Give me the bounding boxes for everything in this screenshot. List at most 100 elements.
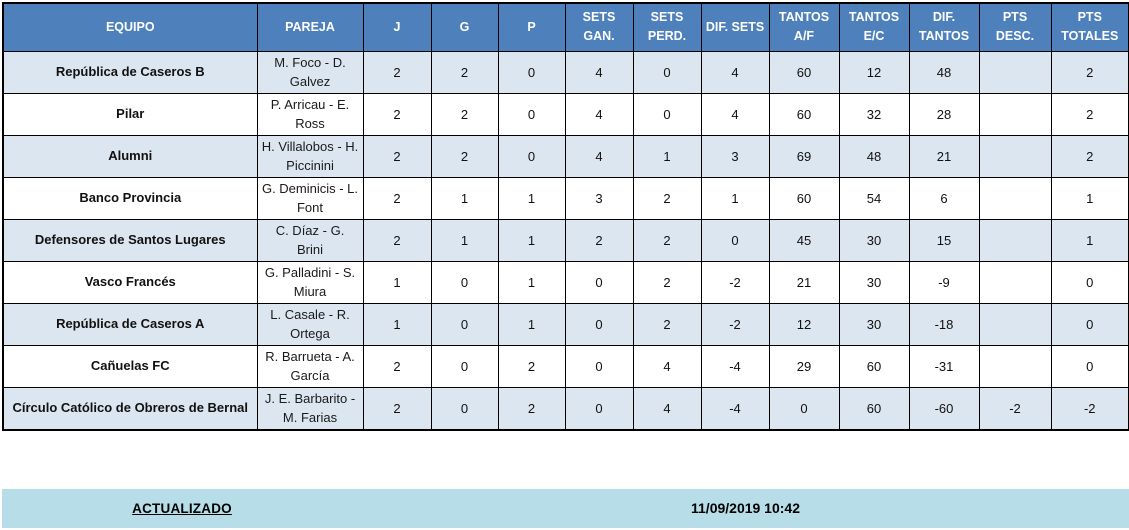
cell-sets-gan: 3 bbox=[564, 176, 634, 220]
table-row: Cañuelas FC R. Barrueta - A. García 2 0 … bbox=[2, 344, 1129, 388]
cell-dif-sets: 4 bbox=[700, 50, 770, 94]
column-header-pts-desc: PTS DESC. bbox=[978, 2, 1052, 52]
column-header-sets-gan: SETS GAN. bbox=[564, 2, 634, 52]
cell-p: 1 bbox=[497, 176, 566, 220]
update-status-bar: ACTUALIZADO 11/09/2019 10:42 bbox=[2, 489, 1129, 528]
cell-dif-sets: -2 bbox=[700, 260, 770, 304]
cell-tantos-ec: 54 bbox=[838, 176, 910, 220]
cell-pareja: P. Arricau - E. Ross bbox=[256, 92, 364, 136]
cell-equipo: República de Caseros A bbox=[2, 302, 258, 346]
standings-table: EQUIPO PAREJA J G P SETS GAN. SETS PERD.… bbox=[2, 2, 1129, 431]
cell-j: 2 bbox=[362, 92, 432, 136]
cell-equipo: Cañuelas FC bbox=[2, 344, 258, 388]
cell-pts-totales: 1 bbox=[1050, 218, 1129, 262]
cell-sets-gan: 0 bbox=[564, 302, 634, 346]
cell-g: 1 bbox=[430, 176, 499, 220]
cell-dif-sets: 1 bbox=[700, 176, 770, 220]
table-row: Alumni H. Villalobos - H. Piccinini 2 2 … bbox=[2, 134, 1129, 178]
cell-pts-totales: 0 bbox=[1050, 344, 1129, 388]
column-header-p: P bbox=[497, 2, 566, 52]
cell-sets-gan: 0 bbox=[564, 344, 634, 388]
cell-pts-totales: 0 bbox=[1050, 260, 1129, 304]
cell-equipo: Alumni bbox=[2, 134, 258, 178]
cell-g: 0 bbox=[430, 344, 499, 388]
cell-sets-perd: 2 bbox=[632, 176, 702, 220]
cell-j: 1 bbox=[362, 302, 432, 346]
table-header: EQUIPO PAREJA J G P SETS GAN. SETS PERD.… bbox=[2, 2, 1129, 52]
cell-tantos-ec: 48 bbox=[838, 134, 910, 178]
column-header-pts-totales: PTS TOTALES bbox=[1050, 2, 1129, 52]
cell-tantos-af: 45 bbox=[768, 218, 840, 262]
cell-dif-sets: 3 bbox=[700, 134, 770, 178]
cell-pareja: G. Palladini - S. Miura bbox=[256, 260, 364, 304]
cell-j: 1 bbox=[362, 260, 432, 304]
cell-p: 0 bbox=[497, 134, 566, 178]
cell-sets-gan: 2 bbox=[564, 218, 634, 262]
cell-pts-totales: 1 bbox=[1050, 176, 1129, 220]
cell-g: 0 bbox=[430, 302, 499, 346]
column-header-tantos-ec: TANTOS E/C bbox=[838, 2, 910, 52]
table-row: Banco Provincia G. Deminicis - L. Font 2… bbox=[2, 176, 1129, 220]
cell-tantos-ec: 32 bbox=[838, 92, 910, 136]
cell-tantos-af: 60 bbox=[768, 50, 840, 94]
cell-p: 0 bbox=[497, 92, 566, 136]
cell-equipo: República de Caseros B bbox=[2, 50, 258, 94]
cell-sets-perd: 4 bbox=[632, 344, 702, 388]
cell-tantos-ec: 60 bbox=[838, 386, 910, 430]
table-body: República de Caseros B M. Foco - D. Galv… bbox=[2, 50, 1129, 430]
cell-p: 1 bbox=[497, 218, 566, 262]
cell-sets-gan: 0 bbox=[564, 386, 634, 430]
table-row: Vasco Francés G. Palladini - S. Miura 1 … bbox=[2, 260, 1129, 304]
update-label-cell: ACTUALIZADO bbox=[2, 500, 362, 518]
cell-pts-desc bbox=[978, 344, 1052, 388]
cell-pareja: G. Deminicis - L. Font bbox=[256, 176, 364, 220]
cell-pts-desc bbox=[978, 260, 1052, 304]
table-row: Círculo Católico de Obreros de Bernal J.… bbox=[2, 386, 1129, 430]
cell-p: 1 bbox=[497, 260, 566, 304]
cell-dif-tantos: 28 bbox=[908, 92, 980, 136]
cell-j: 2 bbox=[362, 134, 432, 178]
cell-j: 2 bbox=[362, 218, 432, 262]
cell-dif-tantos: -31 bbox=[908, 344, 980, 388]
column-header-j: J bbox=[362, 2, 432, 52]
cell-pareja: R. Barrueta - A. García bbox=[256, 344, 364, 388]
cell-pareja: C. Díaz - G. Brini bbox=[256, 218, 364, 262]
cell-pts-desc: -2 bbox=[978, 386, 1052, 430]
cell-dif-tantos: -9 bbox=[908, 260, 980, 304]
cell-tantos-ec: 60 bbox=[838, 344, 910, 388]
cell-sets-perd: 0 bbox=[632, 92, 702, 136]
cell-g: 2 bbox=[430, 92, 499, 136]
cell-pts-desc bbox=[978, 176, 1052, 220]
cell-pareja: M. Foco - D. Galvez bbox=[256, 50, 364, 94]
cell-dif-sets: -2 bbox=[700, 302, 770, 346]
cell-j: 2 bbox=[362, 344, 432, 388]
column-header-equipo: EQUIPO bbox=[2, 2, 258, 52]
cell-p: 0 bbox=[497, 50, 566, 94]
cell-g: 2 bbox=[430, 134, 499, 178]
cell-pts-desc bbox=[978, 218, 1052, 262]
cell-pts-desc bbox=[978, 302, 1052, 346]
cell-dif-sets: 0 bbox=[700, 218, 770, 262]
cell-dif-tantos: 48 bbox=[908, 50, 980, 94]
cell-p: 2 bbox=[497, 386, 566, 430]
column-header-g: G bbox=[430, 2, 499, 52]
column-header-dif-sets: DIF. SETS bbox=[700, 2, 770, 52]
cell-sets-gan: 4 bbox=[564, 134, 634, 178]
cell-dif-sets: 4 bbox=[700, 92, 770, 136]
cell-equipo: Pilar bbox=[2, 92, 258, 136]
cell-g: 1 bbox=[430, 218, 499, 262]
column-header-sets-perd: SETS PERD. bbox=[632, 2, 702, 52]
cell-j: 2 bbox=[362, 386, 432, 430]
cell-j: 2 bbox=[362, 50, 432, 94]
cell-dif-sets: -4 bbox=[700, 344, 770, 388]
cell-pts-totales: 0 bbox=[1050, 302, 1129, 346]
cell-equipo: Banco Provincia bbox=[2, 176, 258, 220]
cell-g: 2 bbox=[430, 50, 499, 94]
column-header-dif-tantos: DIF. TANTOS bbox=[908, 2, 980, 52]
cell-sets-gan: 4 bbox=[564, 50, 634, 94]
cell-pts-desc bbox=[978, 134, 1052, 178]
column-header-tantos-af: TANTOS A/F bbox=[768, 2, 840, 52]
cell-sets-gan: 4 bbox=[564, 92, 634, 136]
cell-tantos-ec: 30 bbox=[838, 260, 910, 304]
cell-pareja: J. E. Barbarito - M. Farias bbox=[256, 386, 364, 430]
